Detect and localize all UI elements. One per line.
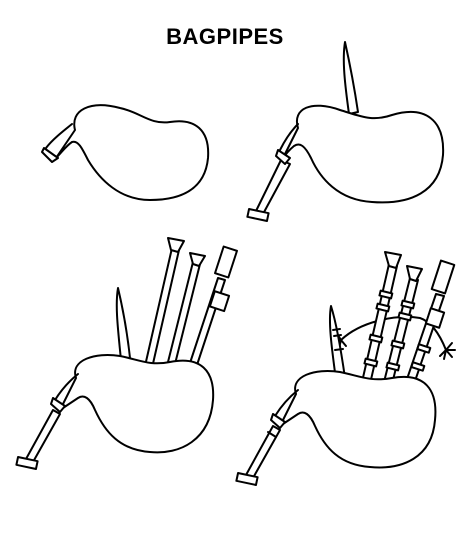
step-2-chanter-tip <box>246 208 270 222</box>
step-4-stock <box>270 413 286 429</box>
step-4-drone-3-band-2 <box>416 343 432 354</box>
step-2-stock <box>275 149 291 165</box>
step-1-neck <box>45 123 73 149</box>
step-1-bag <box>41 104 210 201</box>
step-3-bag-body <box>59 354 215 454</box>
step-2-bagpipe <box>246 41 445 222</box>
step-4-tassel-right <box>439 342 456 360</box>
step-4-bagpipe <box>235 251 456 486</box>
step-4-drone-1-band-2 <box>375 302 391 313</box>
step-3-chanter <box>25 409 61 463</box>
step-4-blowpipe-band-3 <box>334 348 344 351</box>
step-4-blowpipe-band-2 <box>333 334 342 337</box>
step-3-stock <box>50 397 66 413</box>
step-3-drone-3-band <box>208 290 231 313</box>
step-4-drone-1-top <box>384 251 402 269</box>
step-4-blowpipe-band-1 <box>332 328 341 331</box>
step-3-blowpipe <box>115 287 131 361</box>
step-3-drone-2-top <box>189 252 206 267</box>
step-4-cord <box>340 316 447 351</box>
step-3-drone-3 <box>188 277 226 369</box>
page-title: BAGPIPES <box>166 24 284 49</box>
step-2-blowpipe <box>342 41 359 115</box>
step-4-drone-1-band-4 <box>363 357 379 368</box>
step-4-neck <box>274 389 299 417</box>
step-4-drone-3-band-1 <box>424 307 446 329</box>
step-4-drone-2-band-2 <box>397 311 413 322</box>
step-4-drone-3-band-3 <box>410 361 426 372</box>
step-4-drone-3-top <box>430 259 456 295</box>
step-4-drone-2-band-4 <box>385 361 401 372</box>
step-3-drone-1-top <box>167 237 185 253</box>
step-4-chanter-band <box>267 431 277 438</box>
step-4-drone-2-band-1 <box>400 299 416 310</box>
step-1-stock <box>41 147 59 163</box>
step-4-drone-2-band-3 <box>390 339 406 350</box>
step-4-chanter-tip <box>235 472 259 486</box>
step-4-drone-2-top <box>406 265 423 282</box>
step-3-neck <box>54 373 79 401</box>
step-4-drone-1-band-1 <box>378 289 394 300</box>
step-3-drone-3-top <box>214 245 238 279</box>
step-4-bag-body <box>279 370 437 469</box>
step-4-chanter <box>245 425 281 479</box>
step-1-bag-body <box>55 104 210 201</box>
step-4-drone-1-band-3 <box>368 333 384 344</box>
step-2-neck <box>279 123 299 151</box>
step-3-chanter-tip <box>15 456 39 470</box>
step-2-bag-body <box>281 104 445 204</box>
step-2-chanter <box>255 159 291 215</box>
step-3-bagpipe <box>15 237 238 470</box>
